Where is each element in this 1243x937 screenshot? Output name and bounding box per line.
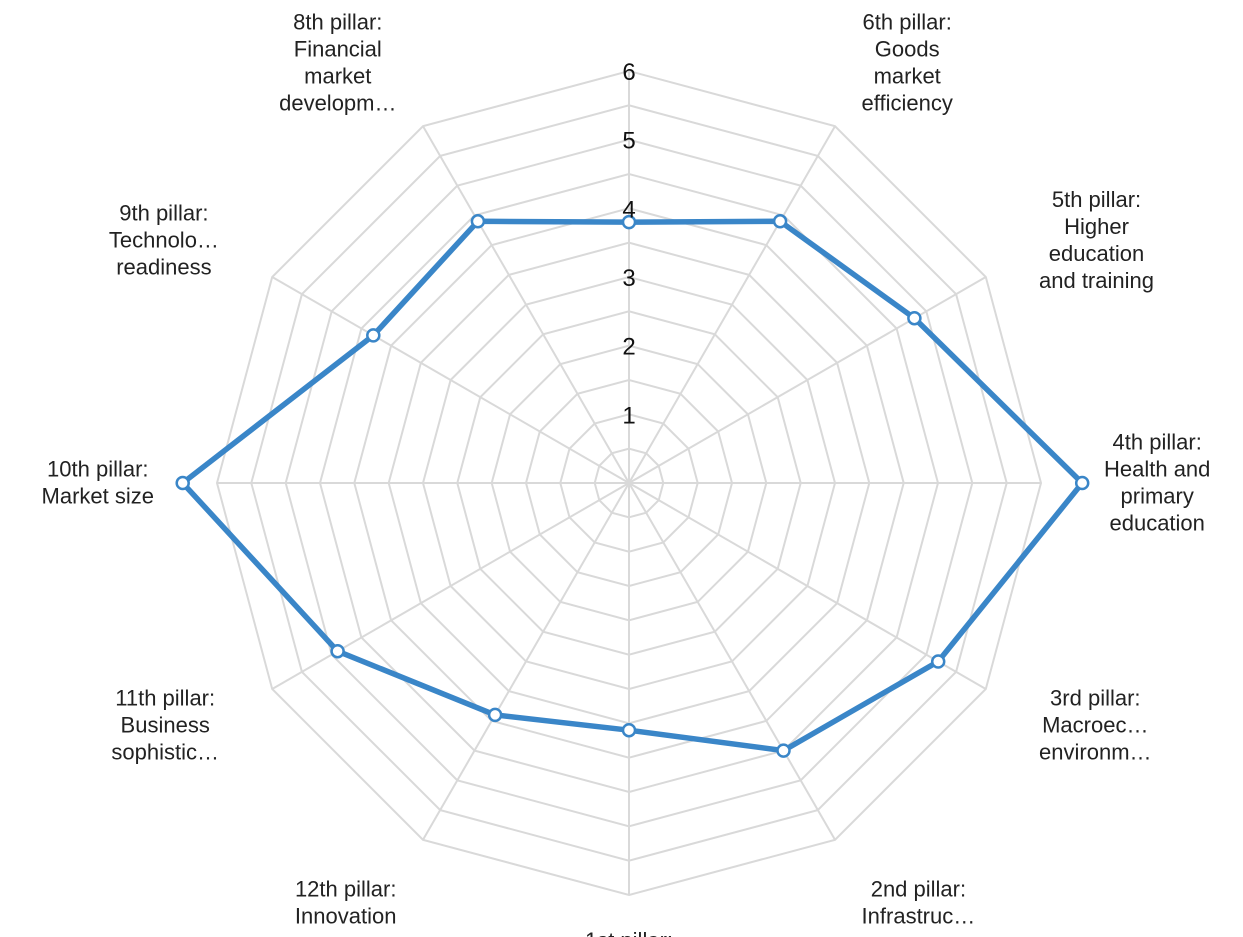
data-point[interactable] bbox=[470, 214, 486, 229]
category-label: 3rd pillar:Macroec…environm… bbox=[1039, 686, 1151, 765]
data-point[interactable] bbox=[487, 707, 503, 723]
spoke-line bbox=[628, 482, 836, 841]
category-label-line: Infrastruc… bbox=[862, 904, 976, 929]
category-label-line: 11th pillar: bbox=[115, 686, 215, 711]
category-label-line: Financial bbox=[294, 37, 382, 62]
tick-label: 5 bbox=[622, 128, 635, 155]
spoke-line bbox=[628, 482, 987, 690]
category-label-line: sophistic… bbox=[111, 740, 219, 765]
spoke-line bbox=[422, 125, 630, 484]
data-point[interactable] bbox=[366, 328, 381, 343]
category-label-line: Health and bbox=[1104, 457, 1210, 482]
spoke-line bbox=[628, 125, 836, 484]
category-label-line: Goods bbox=[875, 37, 940, 62]
category-label-line: Technolo… bbox=[109, 228, 219, 253]
category-label-line: 3rd pillar: bbox=[1050, 686, 1140, 711]
grid bbox=[215, 69, 1043, 897]
category-label-line: Innovation bbox=[295, 904, 397, 929]
data-point[interactable] bbox=[621, 722, 637, 738]
category-label-line: readiness bbox=[116, 255, 211, 280]
spoke-line bbox=[271, 276, 630, 484]
tick-label: 4 bbox=[622, 196, 635, 223]
category-label: 12th pillar:Innovation bbox=[295, 877, 397, 929]
category-label-line: 8th pillar: bbox=[293, 10, 382, 35]
category-label-line: environm… bbox=[1039, 740, 1151, 765]
spoke-line bbox=[271, 482, 630, 690]
radial-tick-labels: 1 2 3 4 5 6 bbox=[622, 59, 635, 429]
category-label-line: primary bbox=[1121, 484, 1194, 509]
tick-label: 3 bbox=[622, 265, 635, 292]
category-label-line: Macroec… bbox=[1042, 713, 1148, 738]
category-label: 11th pillar:Businesssophistic… bbox=[111, 686, 219, 765]
spoke-line bbox=[628, 276, 987, 484]
category-label-line: efficiency bbox=[862, 91, 953, 116]
category-label: 2nd pillar:Infrastruc… bbox=[862, 877, 976, 929]
category-label-line: 9th pillar: bbox=[119, 201, 208, 226]
data-point[interactable] bbox=[1074, 475, 1090, 491]
category-label-line: 2nd pillar: bbox=[871, 877, 966, 902]
category-label: 8th pillar:Financialmarketdevelopm… bbox=[279, 10, 396, 116]
category-label-line: market bbox=[874, 64, 941, 89]
data-point[interactable] bbox=[930, 654, 946, 669]
category-label: 10th pillar:Market size bbox=[42, 457, 154, 509]
data-point[interactable] bbox=[772, 214, 788, 229]
category-label-line: education bbox=[1049, 241, 1144, 266]
category-label-line: 1st pillar: bbox=[585, 928, 673, 937]
category-label: 1st pillar:Institutions bbox=[585, 928, 673, 937]
category-label: 9th pillar:Technolo…readiness bbox=[109, 201, 219, 280]
tick-label: 1 bbox=[622, 402, 635, 429]
data-point[interactable] bbox=[621, 214, 637, 230]
data-point[interactable] bbox=[330, 643, 345, 659]
category-label-line: Business bbox=[121, 713, 210, 738]
category-label-line: market bbox=[304, 64, 371, 89]
category-label-line: Market size bbox=[42, 484, 154, 509]
category-label-line: 6th pillar: bbox=[863, 10, 952, 35]
data-point[interactable] bbox=[776, 743, 791, 758]
category-label-line: 12th pillar: bbox=[295, 877, 397, 902]
category-label-line: and training bbox=[1039, 268, 1154, 293]
category-label-line: education bbox=[1109, 511, 1204, 536]
tick-label: 2 bbox=[622, 334, 635, 361]
category-labels: 1st pillar:Institutions 2nd pillar:Infras… bbox=[42, 10, 1211, 937]
category-label-line: Higher bbox=[1064, 214, 1129, 239]
spoke-line bbox=[422, 482, 630, 841]
data-point[interactable] bbox=[907, 310, 922, 326]
data-point[interactable] bbox=[175, 475, 190, 491]
series-layer bbox=[175, 214, 1090, 758]
category-label-line: 4th pillar: bbox=[1113, 430, 1202, 455]
category-label-line: 10th pillar: bbox=[47, 457, 149, 482]
tick-label: 6 bbox=[622, 59, 635, 86]
category-label-line: developm… bbox=[279, 91, 396, 116]
category-label-line: 5th pillar: bbox=[1052, 187, 1141, 212]
